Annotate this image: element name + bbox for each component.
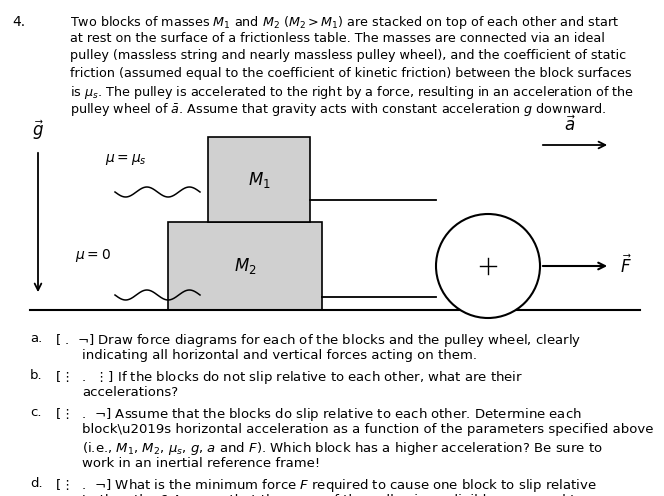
Text: (i.e., $M_1$, $M_2$, $\mu_s$, $g$, $a$ and $F$). Which block has a higher accele: (i.e., $M_1$, $M_2$, $\mu_s$, $g$, $a$ a… [82, 440, 603, 457]
Text: [$\vdots$  .  $\neg$] Assume that the blocks do slip relative to each other. Det: [$\vdots$ . $\neg$] Assume that the bloc… [55, 406, 582, 423]
Text: block\u2019s horizontal acceleration as a function of the parameters specified a: block\u2019s horizontal acceleration as … [82, 423, 653, 436]
Text: [$\vdots$  .  $\neg$] What is the minimum force $F$ required to cause one block : [$\vdots$ . $\neg$] What is the minimum … [55, 477, 597, 494]
Text: pulley wheel of $\bar{a}$. Assume that gravity acts with constant acceleration $: pulley wheel of $\bar{a}$. Assume that g… [70, 102, 606, 119]
Text: Two blocks of masses $M_1$ and $M_2$ ($M_2 > M_1$) are stacked on top of each ot: Two blocks of masses $M_1$ and $M_2$ ($M… [70, 14, 619, 31]
Bar [208, 137, 310, 222]
Text: [$\vdots$  .  $\vdots$] If the blocks do not slip relative to each other, what a: [$\vdots$ . $\vdots$] If the blocks do n… [55, 369, 523, 386]
Text: b.: b. [30, 369, 42, 382]
Text: d.: d. [30, 477, 42, 490]
Text: pulley (massless string and nearly massless pulley wheel), and the coefficient o: pulley (massless string and nearly massl… [70, 49, 626, 62]
Text: $M_1$: $M_1$ [248, 170, 270, 189]
Text: $\mu = \mu_s$: $\mu = \mu_s$ [105, 152, 147, 167]
Bar [168, 222, 322, 310]
Text: friction (assumed equal to the coefficient of kinetic friction) between the bloc: friction (assumed equal to the coefficie… [70, 66, 631, 79]
Text: work in an inertial reference frame!: work in an inertial reference frame! [82, 457, 320, 470]
Text: c.: c. [30, 406, 41, 419]
Text: indicating all horizontal and vertical forces acting on them.: indicating all horizontal and vertical f… [82, 349, 477, 362]
Text: to the other? Assume that the mass of the pulley is negligible compared to: to the other? Assume that the mass of th… [82, 494, 584, 496]
Text: $\vec{g}$: $\vec{g}$ [32, 119, 44, 142]
Text: $M_2$: $M_2$ [234, 256, 256, 276]
Circle shape [436, 214, 540, 318]
Text: $\mu =0$: $\mu =0$ [75, 247, 111, 264]
Text: is $\mu_s$. The pulley is accelerated to the right by a force, resulting in an a: is $\mu_s$. The pulley is accelerated to… [70, 84, 634, 101]
Text: accelerations?: accelerations? [82, 386, 178, 399]
Text: $\vec{a}$: $\vec{a}$ [564, 116, 576, 135]
Text: a.: a. [30, 332, 42, 345]
Text: [ .  $\neg$] Draw force diagrams for each of the blocks and the pulley wheel, cl: [ . $\neg$] Draw force diagrams for each… [55, 332, 581, 349]
Text: $\vec{F}$: $\vec{F}$ [620, 255, 631, 277]
Text: 4.: 4. [12, 15, 25, 29]
Text: at rest on the surface of a frictionless table. The masses are connected via an : at rest on the surface of a frictionless… [70, 32, 605, 45]
